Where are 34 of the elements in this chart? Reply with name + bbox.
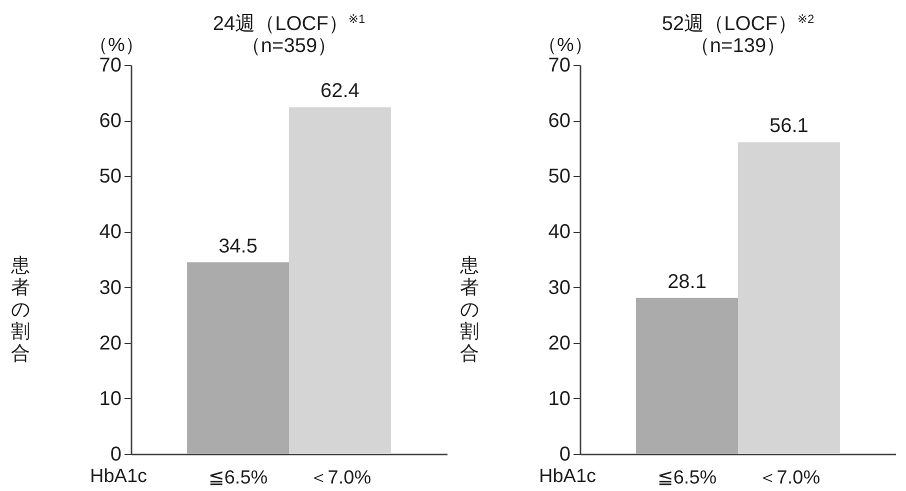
text: HbA1c bbox=[539, 466, 596, 487]
x-tick-label: ≦6.5% bbox=[208, 468, 268, 488]
text: （%） bbox=[538, 35, 593, 56]
text: （%） bbox=[89, 35, 144, 56]
y-tick-label: 30 bbox=[548, 276, 570, 299]
y-tick-label: 10 bbox=[99, 388, 122, 410]
y-axis-title: 患者の割合 bbox=[459, 256, 479, 364]
y-tick-label: 70 bbox=[99, 54, 122, 76]
x-tick-label: ＜7.0% bbox=[308, 468, 372, 488]
y-tick-label: 0 bbox=[559, 444, 570, 466]
y-tick-label: 20 bbox=[99, 332, 122, 354]
data-label: 28.1 bbox=[668, 270, 706, 293]
data-label: 56.1 bbox=[770, 115, 808, 138]
y-tick-label: 10 bbox=[548, 388, 570, 410]
x-tick-label: ＜7.0% bbox=[758, 468, 820, 488]
y-tick-label: 70 bbox=[548, 54, 570, 76]
y-tick-label: 30 bbox=[99, 276, 122, 299]
x-tick-label: ≦6.5% bbox=[657, 468, 717, 488]
data-label: 34.5 bbox=[218, 235, 258, 258]
y-tick-label: 60 bbox=[99, 110, 122, 132]
chart-subtitle: （n=139） bbox=[690, 35, 786, 57]
y-tick-label: 60 bbox=[548, 110, 570, 132]
chart-title: 24週（LOCF）$^{※1}$ bbox=[212, 12, 366, 35]
text: HbA1c bbox=[90, 466, 148, 487]
y-tick-label: 0 bbox=[110, 444, 122, 466]
y-tick-label: 40 bbox=[99, 221, 122, 244]
chart-title: 52週（LOCF）$^{※2}$ bbox=[662, 12, 814, 35]
data-label: 62.4 bbox=[320, 80, 360, 102]
y-tick-label: 40 bbox=[548, 221, 570, 244]
y-tick-label: 20 bbox=[548, 332, 570, 354]
y-axis-title: 患者の割合 bbox=[10, 256, 30, 364]
y-tick-label: 50 bbox=[548, 166, 570, 188]
chart-subtitle: （n=359） bbox=[240, 35, 338, 57]
y-tick-label: 50 bbox=[99, 166, 122, 188]
